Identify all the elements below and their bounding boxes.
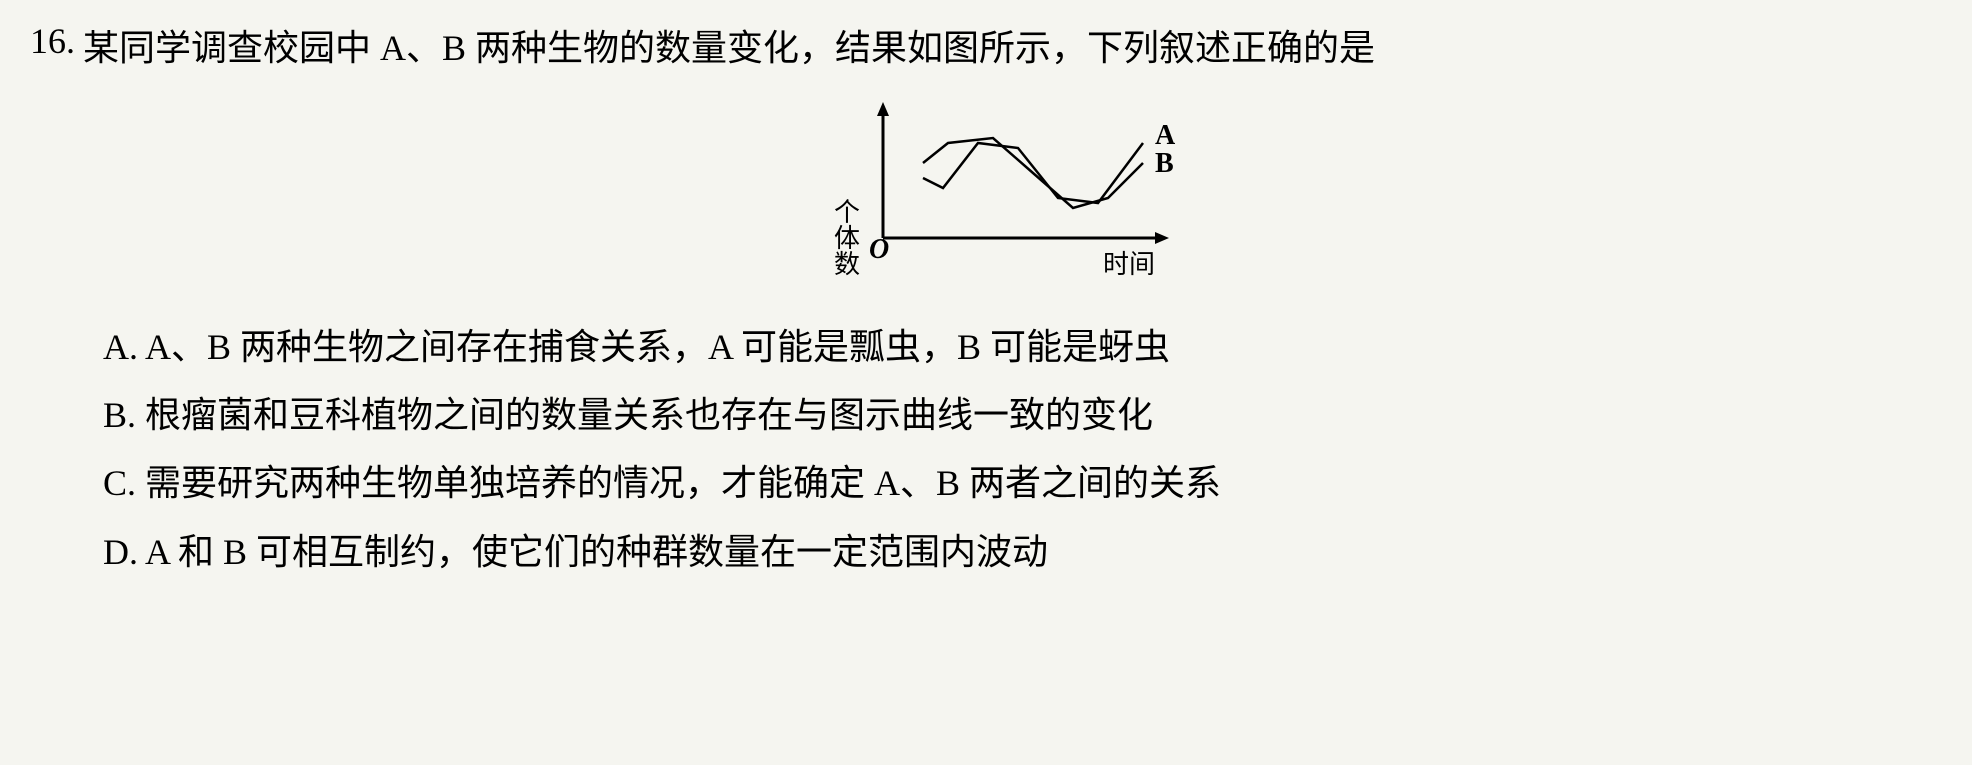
population-chart: A B O 时间 个体数	[823, 88, 1203, 288]
option-letter: B.	[103, 395, 136, 435]
series-a-label: A	[1155, 120, 1176, 151]
options-list: A. A、B 两种生物之间存在捕食关系，A 可能是瓢虫，B 可能是蚜虫 B. 根…	[83, 313, 1942, 587]
question-stem: 某同学调查校园中 A、B 两种生物的数量变化，结果如图所示，下列叙述正确的是	[83, 20, 1942, 78]
option-d: D. A 和 B 可相互制约，使它们的种群数量在一定范围内波动	[83, 518, 1942, 586]
option-b: B. 根瘤菌和豆科植物之间的数量关系也存在与图示曲线一致的变化	[83, 381, 1942, 449]
option-text: 需要研究两种生物单独培养的情况，才能确定 A、B 两者之间的关系	[145, 463, 1221, 503]
origin-label: O	[869, 234, 889, 265]
x-axis-label: 时间	[1103, 250, 1155, 279]
option-text: A、B 两种生物之间存在捕食关系，A 可能是瓢虫，B 可能是蚜虫	[145, 327, 1170, 367]
option-c: C. 需要研究两种生物单独培养的情况，才能确定 A、B 两者之间的关系	[83, 449, 1942, 517]
y-axis-arrow	[877, 102, 889, 116]
question-content: 某同学调查校园中 A、B 两种生物的数量变化，结果如图所示，下列叙述正确的是 A…	[83, 20, 1942, 586]
question-number: 16.	[30, 20, 75, 586]
option-a: A. A、B 两种生物之间存在捕食关系，A 可能是瓢虫，B 可能是蚜虫	[83, 313, 1942, 381]
x-axis-arrow	[1155, 232, 1169, 244]
option-text: 根瘤菌和豆科植物之间的数量关系也存在与图示曲线一致的变化	[145, 395, 1153, 435]
y-axis-label: 个体数	[830, 198, 859, 276]
option-letter: A.	[103, 327, 138, 367]
option-text: A 和 B 可相互制约，使它们的种群数量在一定范围内波动	[145, 532, 1048, 572]
option-letter: C.	[103, 463, 136, 503]
option-letter: D.	[103, 532, 138, 572]
series-b-label: B	[1155, 148, 1174, 179]
chart-container: A B O 时间 个体数	[83, 88, 1942, 293]
question-block: 16. 某同学调查校园中 A、B 两种生物的数量变化，结果如图所示，下列叙述正确…	[30, 20, 1942, 586]
